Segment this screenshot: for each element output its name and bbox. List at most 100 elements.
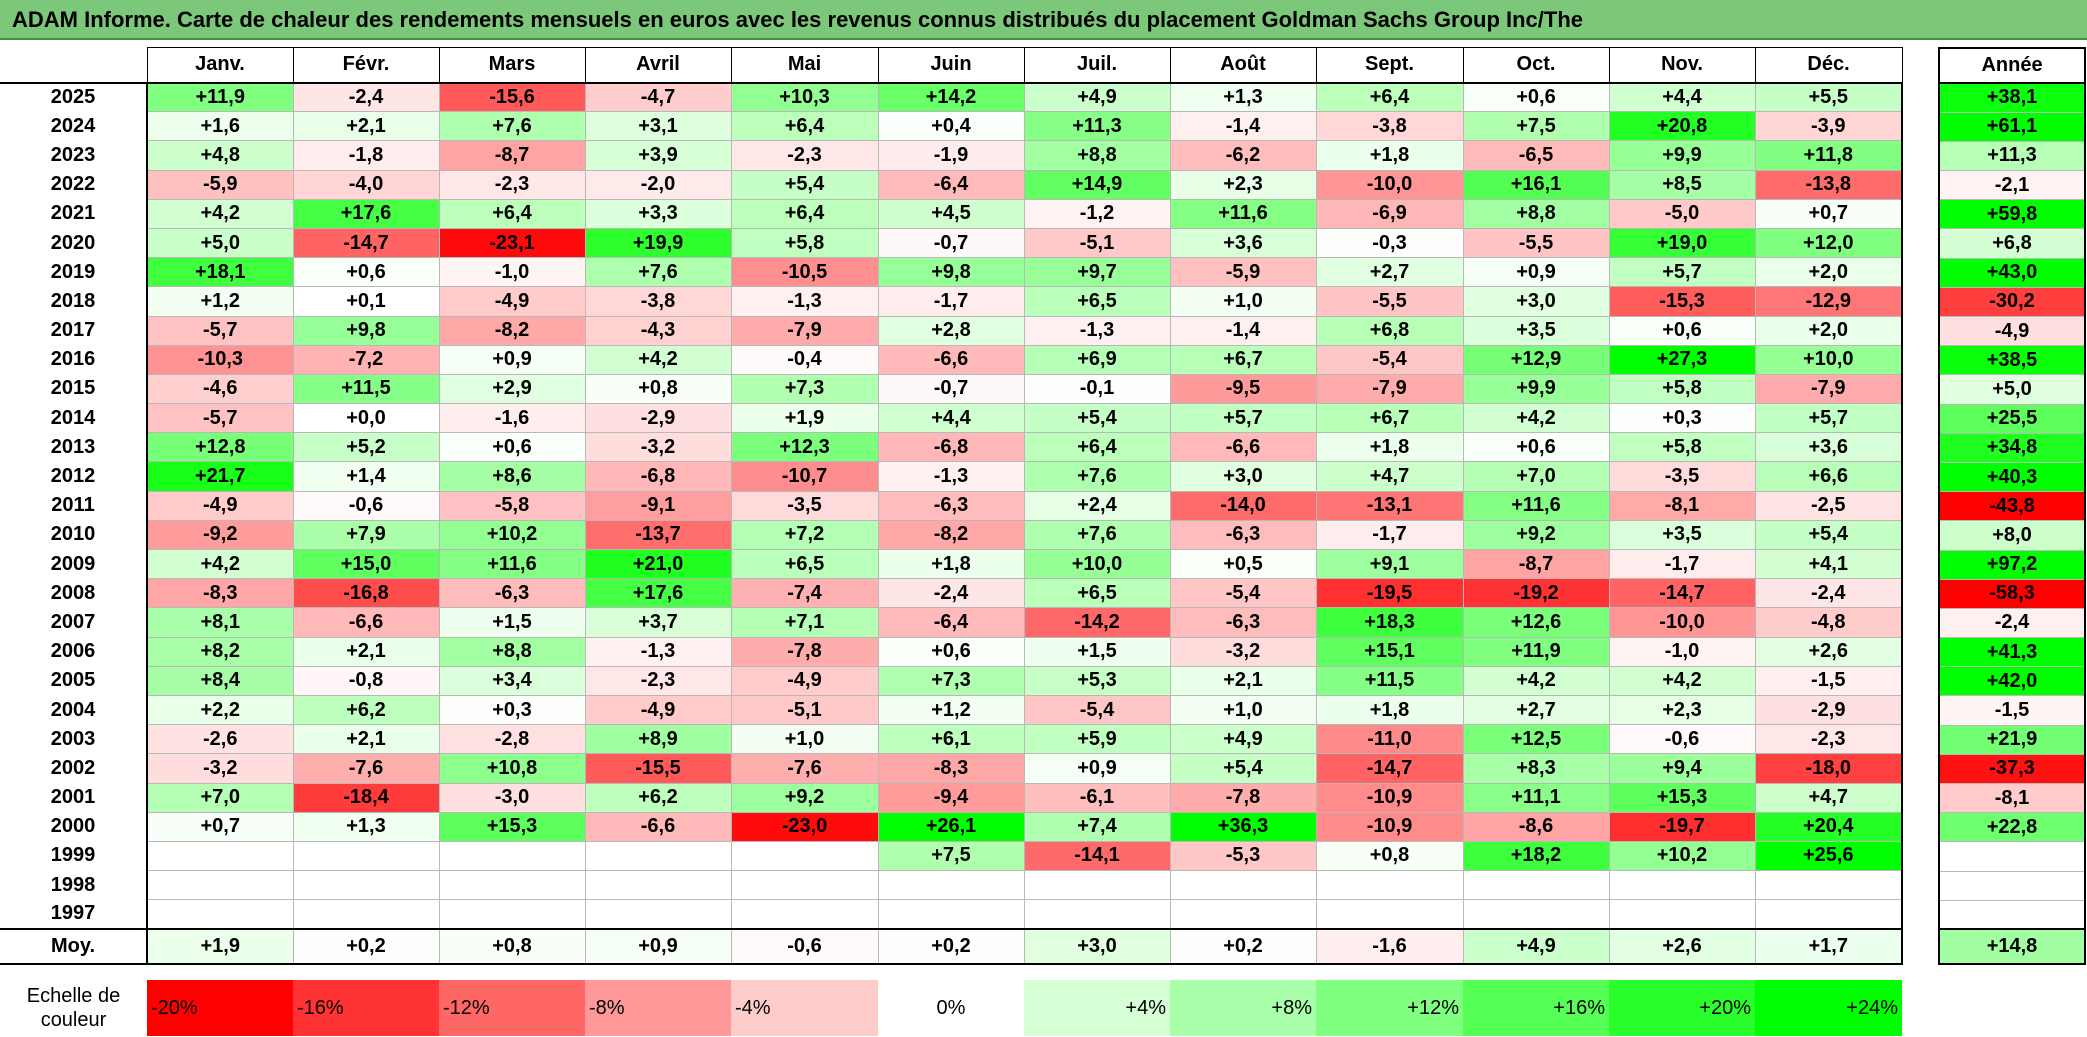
heatmap-cell: -8,3 xyxy=(877,753,1025,784)
heatmap-cell: +10,2 xyxy=(438,519,586,551)
heatmap-cell: +2,3 xyxy=(1169,169,1317,200)
heatmap-cell: +1,0 xyxy=(1169,694,1317,726)
heatmap-cell: +3,6 xyxy=(1754,432,1903,463)
heatmap-cell: +6,9 xyxy=(1023,344,1171,375)
heatmap-cell: +0,9 xyxy=(1462,257,1610,288)
heatmap-cell: +6,5 xyxy=(730,548,879,580)
heatmap-cell: -13,8 xyxy=(1754,169,1903,200)
year-row-2012: 2012 +21,7 +1,4 +8,6 -6,8 -10,7 -1,3 +7,6 +3,0 +4… xyxy=(0,461,1903,492)
heatmap-cell: -2,8 xyxy=(438,724,586,755)
heatmap-cell: +8,5 xyxy=(1608,169,1756,200)
heatmap-cell: -2,3 xyxy=(584,665,732,696)
heatmap-cell: +6,4 xyxy=(1023,432,1171,463)
heatmap-cell: -6,2 xyxy=(1169,140,1317,171)
heatmap-cell: -7,6 xyxy=(730,753,879,784)
heatmap-cell: -6,6 xyxy=(292,607,440,638)
year-row-2025: 2025 +11,9 -2,4 -15,6 -4,7 +10,3 +14,2 +4,9 +1,3… xyxy=(0,81,1903,113)
heatmap-cell: +6,4 xyxy=(730,198,879,229)
year-label: 2013 xyxy=(0,432,148,462)
heatmap-cell: +7,3 xyxy=(730,373,879,405)
heatmap-cell: +7,1 xyxy=(730,607,879,638)
color-scale-step: -12% xyxy=(439,980,585,1036)
heatmap-cell: +14,9 xyxy=(1023,169,1171,200)
heatmap-cell xyxy=(1315,870,1464,901)
month-header-12: Déc. xyxy=(1754,47,1903,84)
heatmap-cell: +9,9 xyxy=(1462,373,1610,405)
heatmap-cell xyxy=(877,899,1025,930)
heatmap-cell: +2,1 xyxy=(292,111,440,142)
heatmap-cell: -1,4 xyxy=(1169,111,1317,142)
heatmap-cell: +3,1 xyxy=(584,111,732,142)
color-scale-step: +4% xyxy=(1024,980,1170,1036)
heatmap-cell: +3,9 xyxy=(584,140,732,171)
heatmap-cell: +11,9 xyxy=(146,81,294,113)
heatmap-cell: +7,0 xyxy=(146,782,294,813)
month-header-7: Juil. xyxy=(1023,47,1171,84)
heatmap-cell: +7,0 xyxy=(1462,461,1610,492)
heatmap-cell: -1,9 xyxy=(877,140,1025,171)
year-row-2005: 2005 +8,4 -0,8 +3,4 -2,3 -4,9 +7,3 +5,3 +2,1 +11,… xyxy=(0,665,1903,696)
heatmap-cell: +12,0 xyxy=(1754,227,1903,259)
annual-cell: -37,3 xyxy=(1938,753,2086,785)
heatmap-cell: -1,7 xyxy=(1315,519,1464,551)
heatmap-cell: -4,7 xyxy=(584,81,732,113)
color-scale-step: +24% xyxy=(1755,980,1902,1036)
heatmap-cell: +6,6 xyxy=(1754,461,1903,492)
heatmap-cell: +11,3 xyxy=(1023,111,1171,142)
heatmap-cell: -23,0 xyxy=(730,811,879,842)
heatmap-cell: +2,0 xyxy=(1754,257,1903,288)
heatmap-cell: -6,3 xyxy=(438,578,586,609)
heatmap-cell: +7,5 xyxy=(1462,111,1610,142)
heatmap-cell: +0,6 xyxy=(292,257,440,288)
heatmap-cell: -4,8 xyxy=(1754,607,1903,638)
year-label: 2015 xyxy=(0,374,148,404)
average-cell: +2,6 xyxy=(1608,927,1756,965)
color-scale-step: 0% xyxy=(878,980,1024,1036)
heatmap-cell xyxy=(146,840,294,872)
heatmap-cell: +11,6 xyxy=(1462,490,1610,521)
heatmap-cell: +4,7 xyxy=(1315,461,1464,492)
average-label: Moy. xyxy=(0,927,148,965)
heatmap-cell: -6,6 xyxy=(877,344,1025,375)
heatmap-cell xyxy=(584,870,732,901)
heatmap-cell: +11,5 xyxy=(292,373,440,405)
year-row-2022: 2022 -5,9 -4,0 -2,3 -2,0 +5,4 -6,4 +14,9 +2,3 -10… xyxy=(0,169,1903,200)
annual-cell: +5,0 xyxy=(1938,374,2086,405)
heatmap-cell: -0,1 xyxy=(1023,373,1171,405)
average-cell: +0,8 xyxy=(438,927,586,965)
heatmap-cell: -8,2 xyxy=(877,519,1025,551)
heatmap-cell: +0,8 xyxy=(584,373,732,405)
heatmap-cell: -8,2 xyxy=(438,315,586,346)
heatmap-cell: +11,5 xyxy=(1315,665,1464,696)
heatmap-cell: -6,9 xyxy=(1315,198,1464,229)
annual-cell: +61,1 xyxy=(1938,111,2086,142)
year-label: 2018 xyxy=(0,286,148,316)
heatmap-cell: +0,5 xyxy=(1169,548,1317,580)
annual-cell: +6,8 xyxy=(1938,228,2086,259)
heatmap-cell: +0,6 xyxy=(438,432,586,463)
heatmap-cell: -1,2 xyxy=(1023,198,1171,229)
heatmap-cell: -9,1 xyxy=(584,490,732,521)
average-cell: +0,2 xyxy=(877,927,1025,965)
heatmap-cell xyxy=(1608,899,1756,930)
heatmap-cell xyxy=(1462,870,1610,901)
heatmap-cell: +16,1 xyxy=(1462,169,1610,200)
heatmap-cell: +8,6 xyxy=(438,461,586,492)
average-cell: +1,9 xyxy=(146,927,294,965)
heatmap-cell: -14,7 xyxy=(1608,578,1756,609)
heatmap-cell: +1,0 xyxy=(730,724,879,755)
heatmap-cell: +2,9 xyxy=(438,373,586,405)
heatmap-cell: +2,2 xyxy=(146,694,294,726)
heatmap-cell: +21,7 xyxy=(146,461,294,492)
heatmap-cell: -3,0 xyxy=(438,782,586,813)
heatmap-cell: +4,2 xyxy=(1608,665,1756,696)
heatmap-cell: -6,3 xyxy=(1169,519,1317,551)
month-header-8: Août xyxy=(1169,47,1317,84)
month-header-10: Oct. xyxy=(1462,47,1610,84)
average-cell: +0,9 xyxy=(584,927,732,965)
heatmap-cell: -10,9 xyxy=(1315,782,1464,813)
heatmap-cell: -2,4 xyxy=(1754,578,1903,609)
heatmap-cell: -5,4 xyxy=(1023,694,1171,726)
annual-cell: +25,5 xyxy=(1938,403,2086,434)
heatmap-cell: +5,7 xyxy=(1608,257,1756,288)
